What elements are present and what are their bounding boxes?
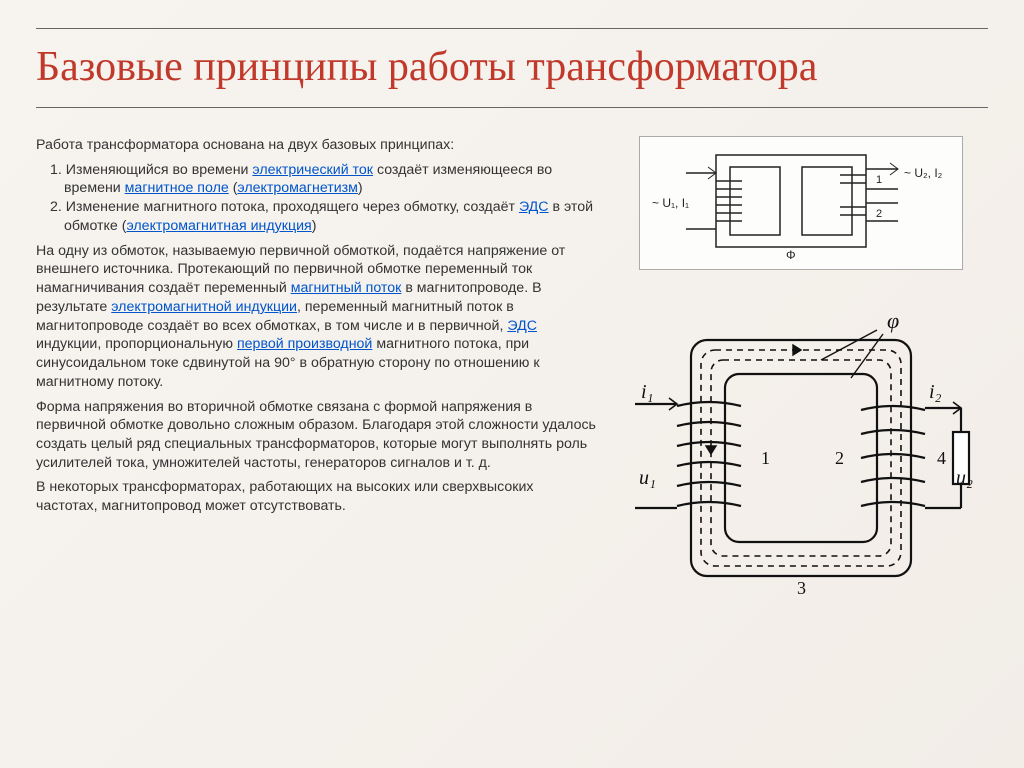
- fig2-i1: i₁: [641, 381, 654, 403]
- p2-pre: 2. Изменение магнитного потока, проходящ…: [50, 199, 519, 215]
- paragraph-2: На одну из обмоток, называемую первичной…: [36, 242, 596, 392]
- link-em-induction-2[interactable]: электромагнитной индукции: [111, 299, 297, 315]
- link-first-derivative[interactable]: первой производной: [237, 336, 372, 352]
- principle-1: 1. Изменяющийся во времени электрический…: [44, 161, 596, 198]
- fig2-n3: 3: [797, 578, 806, 598]
- fig2-phi: φ: [887, 308, 899, 333]
- p1-post2: ): [358, 180, 363, 196]
- content-row: Работа трансформатора основана на двух б…: [36, 136, 988, 614]
- fig1-u1: ~ U₁, I₁: [652, 196, 689, 210]
- principle-2: 2. Изменение магнитного потока, проходящ…: [44, 198, 596, 235]
- intro: Работа трансформатора основана на двух б…: [36, 136, 596, 155]
- fig1-l1: 1: [876, 174, 882, 186]
- p2d: индукции, пропорциональную: [36, 336, 237, 352]
- p2-post: ): [312, 218, 317, 234]
- link-emf[interactable]: ЭДС: [519, 199, 549, 215]
- text-column: Работа трансформатора основана на двух б…: [36, 136, 596, 614]
- link-electromagnetism[interactable]: электромагнетизм: [237, 180, 358, 196]
- link-em-induction[interactable]: электромагнитная индукция: [126, 218, 311, 234]
- figure-column: ~ U₁, I₁ ~ U₂, I₂ 1 2 Φ: [614, 136, 988, 614]
- paragraph-3: Форма напряжения во вторичной обмотке св…: [36, 398, 596, 473]
- p1-pre: 1. Изменяющийся во времени: [50, 162, 252, 178]
- fig2-n2: 2: [835, 448, 844, 468]
- link-electric-current[interactable]: электрический ток: [252, 162, 373, 178]
- figure-1: ~ U₁, I₁ ~ U₂, I₂ 1 2 Φ: [639, 136, 963, 270]
- paragraph-4: В некоторых трансформаторах, работающих …: [36, 478, 596, 515]
- link-magnetic-flux[interactable]: магнитный поток: [291, 280, 402, 296]
- figure-2: i₁ i₂ u₁ u₂ 1 2 3 4 φ: [621, 294, 981, 614]
- fig1-u2: ~ U₂, I₂: [904, 166, 943, 180]
- fig2-i2: i₂: [929, 381, 942, 403]
- fig2-n1: 1: [761, 448, 770, 468]
- fig2-u1: u₁: [639, 467, 656, 489]
- fig2-u2: u₂: [956, 467, 973, 489]
- bottom-rule: [36, 107, 988, 108]
- link-magnetic-field[interactable]: магнитное поле: [125, 180, 229, 196]
- page-title: Базовые принципы работы трансформатора: [36, 29, 988, 107]
- fig1-phi: Φ: [786, 248, 796, 262]
- link-emf-2[interactable]: ЭДС: [507, 318, 537, 334]
- fig1-l2: 2: [876, 208, 882, 220]
- fig2-n4: 4: [937, 448, 946, 468]
